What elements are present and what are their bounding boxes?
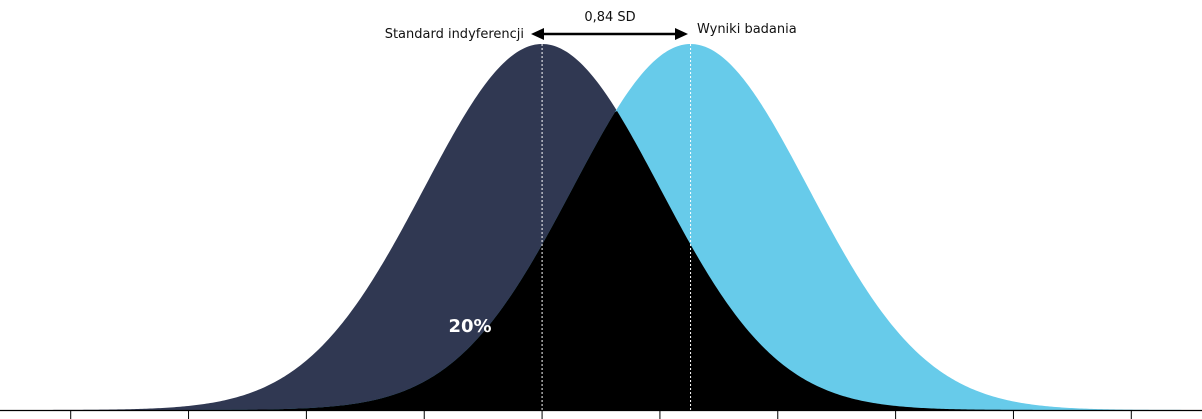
overlap-percent-label: 20% <box>448 316 491 337</box>
difference-label: 0,84 SD <box>584 10 635 25</box>
mean-lines <box>541 44 692 410</box>
difference-arrow-left-head <box>531 28 544 40</box>
right-mean-label: Wyniki badania <box>697 22 797 37</box>
distribution-areas <box>0 44 1202 411</box>
difference-arrow-right-head <box>675 28 688 40</box>
left-mean-label: Standard indyferencji <box>385 27 524 42</box>
difference-arrow <box>531 28 688 40</box>
x-axis <box>0 409 1202 419</box>
overlap-area <box>0 111 1202 411</box>
